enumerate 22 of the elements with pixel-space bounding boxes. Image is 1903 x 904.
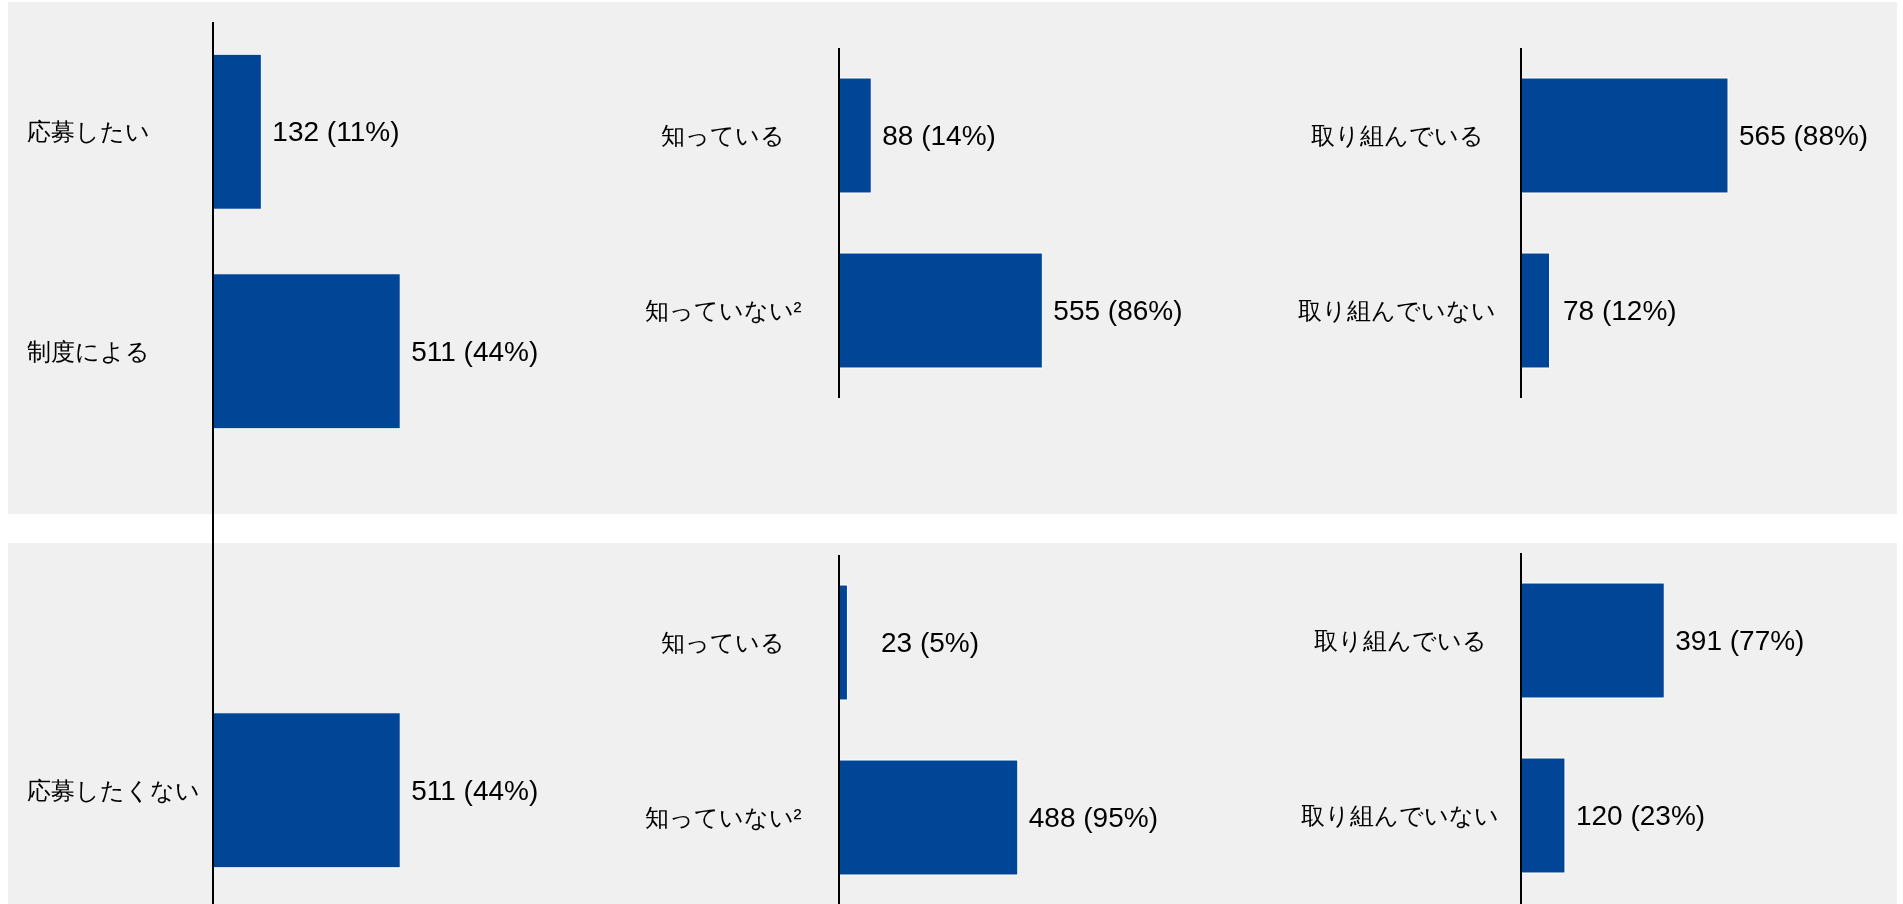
data-label: 488 (95%) bbox=[1028, 802, 1158, 833]
y-tick-label: 知っている bbox=[661, 122, 785, 149]
data-label: 555 (86%) bbox=[1053, 295, 1183, 326]
y-tick-label: 取り組んでいない bbox=[1301, 802, 1499, 829]
data-label: 78 (12%) bbox=[1563, 295, 1677, 326]
y-tick-label: 取り組んでいる bbox=[1310, 122, 1484, 149]
data-label: 511 (44%) bbox=[411, 335, 539, 367]
data-label: 88 (14%) bbox=[882, 120, 996, 151]
y-tick-label: 取り組んでいる bbox=[1313, 627, 1487, 654]
y-tick-label: 制度による bbox=[27, 337, 150, 365]
data-label: 23 (5%) bbox=[881, 627, 980, 658]
y-tick-label: 応募したい bbox=[27, 118, 150, 146]
data-label: 132 (11%) bbox=[272, 116, 400, 148]
y-tick-label: 知っている bbox=[661, 629, 785, 656]
y-tick-label: 知っていない² bbox=[644, 804, 802, 831]
y-tick-label: 取り組んでいない bbox=[1298, 297, 1496, 324]
data-label: 391 (77%) bbox=[1675, 625, 1805, 656]
y-tick-label: 応募したくない bbox=[27, 776, 200, 804]
data-label: 511 (44%) bbox=[411, 774, 539, 806]
y-tick-label: 知っていない² bbox=[644, 297, 802, 324]
data-label: 565 (88%) bbox=[1739, 120, 1869, 151]
data-label: 120 (23%) bbox=[1575, 800, 1706, 831]
